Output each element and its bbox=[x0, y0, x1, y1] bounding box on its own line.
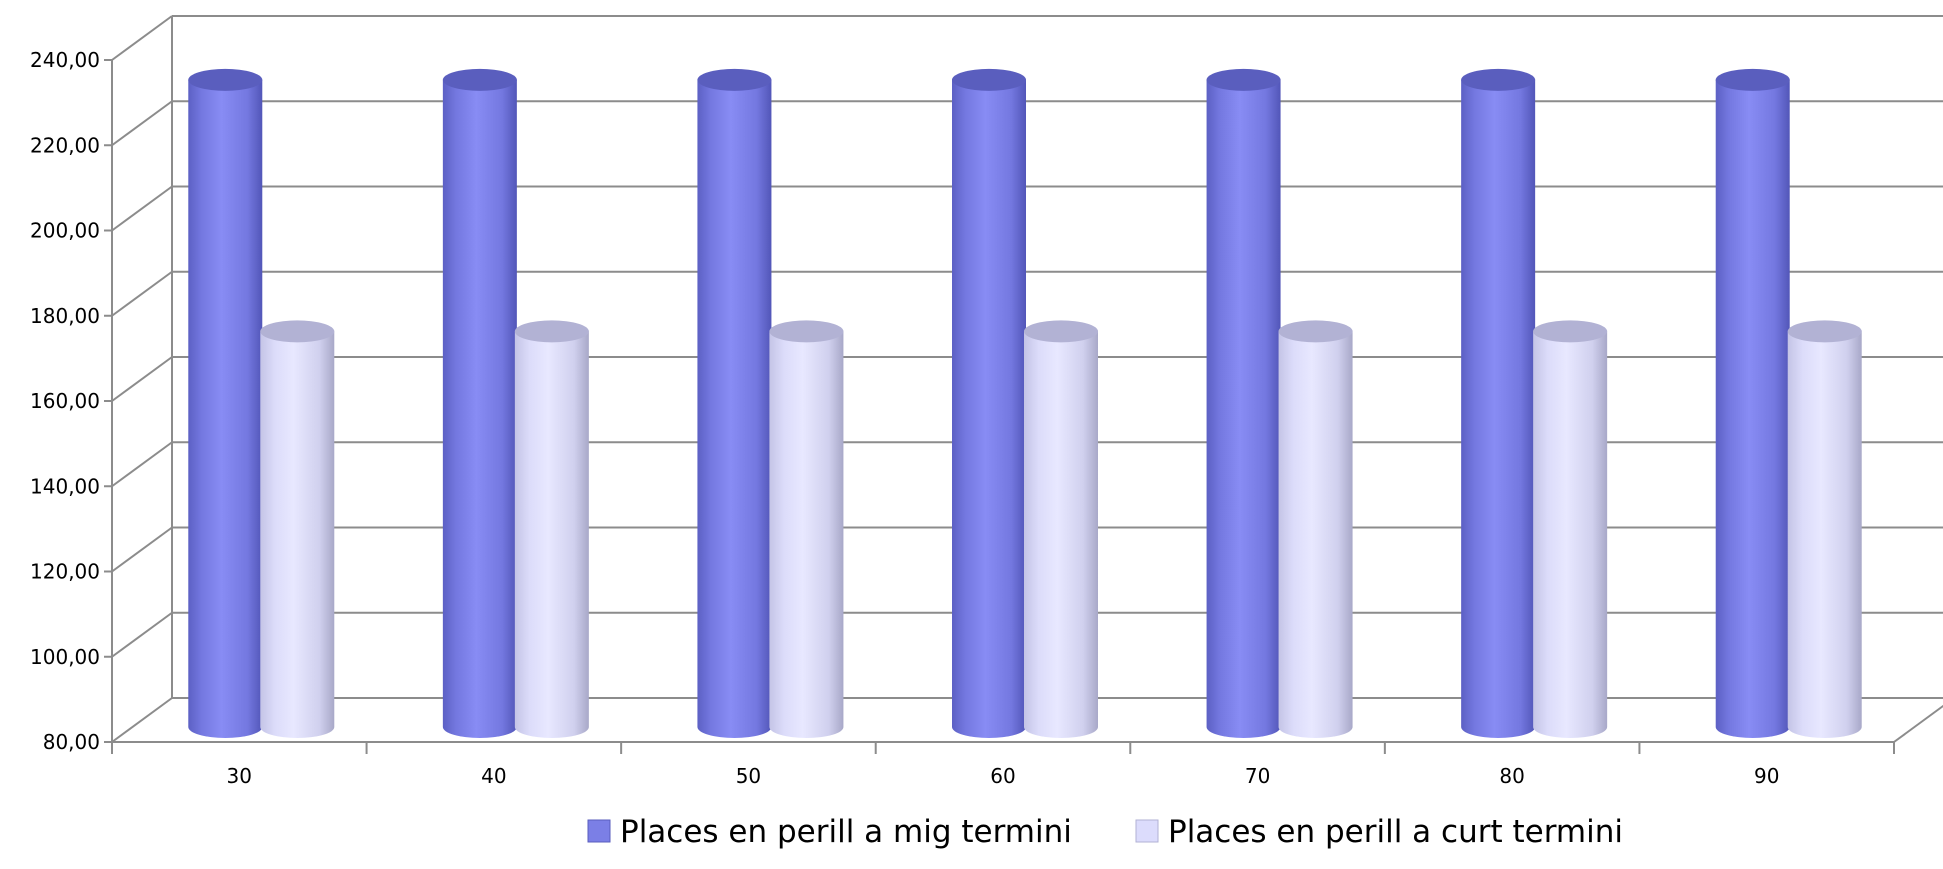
bar bbox=[1024, 320, 1098, 738]
gridline-diagonal bbox=[111, 100, 173, 147]
legend-item: Places en perill a mig termini bbox=[587, 814, 1072, 850]
bars bbox=[188, 68, 1862, 738]
bar bbox=[697, 68, 772, 738]
x-tick-label: 40 bbox=[481, 764, 506, 788]
legend: Places en perill a mig termini Places en … bbox=[587, 814, 1623, 850]
bar bbox=[1533, 320, 1608, 738]
axes bbox=[104, 16, 1943, 754]
x-tick-label: 30 bbox=[227, 764, 252, 788]
legend-swatch bbox=[587, 819, 611, 843]
y-tick-label: 200,00 bbox=[30, 219, 100, 243]
bar bbox=[769, 320, 844, 738]
y-tick-label: 180,00 bbox=[30, 304, 100, 328]
legend-label: Places en perill a curt termini bbox=[1168, 814, 1623, 850]
y-tick-label: 160,00 bbox=[30, 389, 100, 413]
bar bbox=[1461, 68, 1536, 738]
bar bbox=[1206, 68, 1281, 738]
gridline-diagonal bbox=[111, 441, 173, 488]
y-tick-label: 80,00 bbox=[43, 730, 100, 754]
gridline-diagonal bbox=[111, 611, 173, 658]
bar bbox=[442, 68, 517, 738]
tick-labels: 80,00 100,00 120,00 140,00 160,00 180,00 200,0… bbox=[30, 48, 1779, 788]
gridline-diagonal bbox=[111, 356, 173, 402]
floor-edge bbox=[1893, 704, 1943, 743]
bar bbox=[1715, 68, 1790, 738]
y-tick-label: 220,00 bbox=[30, 133, 100, 157]
bar bbox=[1787, 320, 1862, 738]
bar bbox=[514, 320, 589, 738]
legend-label: Places en perill a mig termini bbox=[620, 814, 1072, 850]
x-tick-label: 60 bbox=[990, 764, 1015, 788]
gridline-diagonal bbox=[111, 697, 173, 743]
y-tick-label: 240,00 bbox=[30, 48, 100, 72]
gridline-diagonal bbox=[111, 185, 173, 232]
y-tick-label: 140,00 bbox=[30, 474, 100, 498]
x-tick-label: 50 bbox=[736, 764, 761, 788]
x-tick-label: 80 bbox=[1499, 764, 1524, 788]
x-tick-label: 90 bbox=[1754, 764, 1779, 788]
bar bbox=[188, 68, 263, 738]
y-tick-label: 120,00 bbox=[30, 560, 100, 584]
gridline-diagonal bbox=[111, 526, 173, 573]
x-tick-label: 70 bbox=[1245, 764, 1270, 788]
bar bbox=[260, 320, 335, 738]
legend-item: Places en perill a curt termini bbox=[1135, 814, 1623, 850]
y-tick-label: 100,00 bbox=[30, 645, 100, 669]
gridline-diagonal bbox=[111, 270, 173, 317]
legend-swatch bbox=[1135, 819, 1159, 843]
bar bbox=[1278, 320, 1353, 738]
bar bbox=[952, 68, 1026, 738]
gridline-diagonal bbox=[111, 15, 173, 61]
